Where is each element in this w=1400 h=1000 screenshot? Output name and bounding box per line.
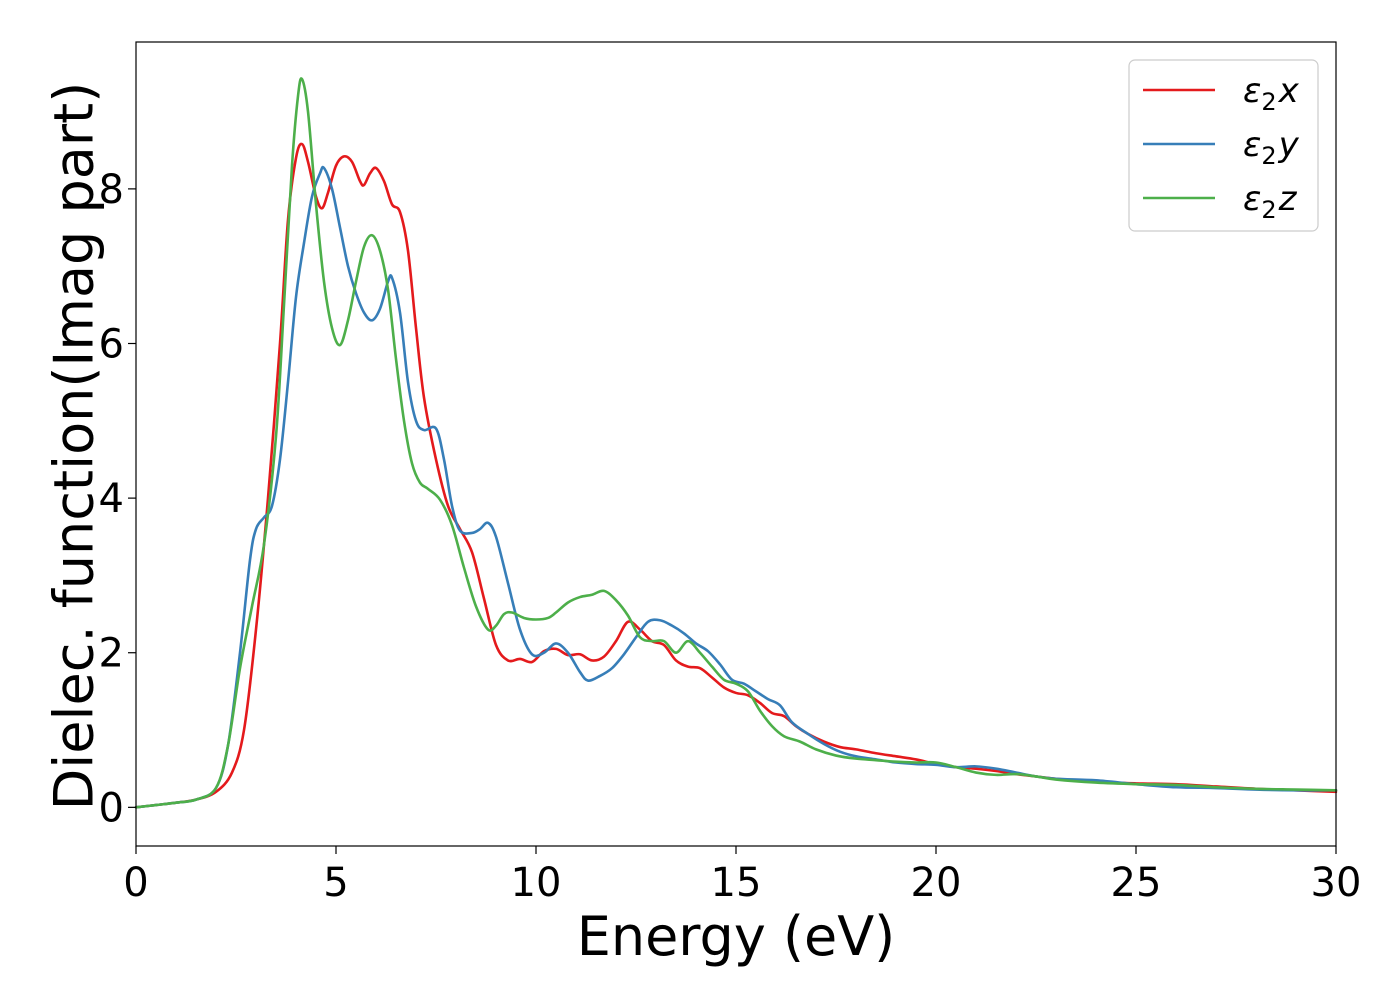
legend-label-main: ε bbox=[1243, 71, 1261, 111]
legend-label-subscript: 2 bbox=[1261, 196, 1276, 224]
x-tick-label: 15 bbox=[711, 860, 762, 906]
y-axis-title: Dielec. function(Imag part) bbox=[43, 82, 106, 811]
series-line-x bbox=[134, 142, 1338, 809]
legend-label-z: ε2z bbox=[1243, 179, 1298, 224]
legend-label-x: ε2x bbox=[1243, 71, 1300, 116]
x-tick-label: 10 bbox=[511, 860, 562, 906]
legend-frame bbox=[1128, 59, 1319, 232]
x-tick-label: 20 bbox=[911, 860, 962, 906]
legend-label-subscript: 2 bbox=[1261, 88, 1276, 116]
legend-label-suffix: y bbox=[1278, 125, 1300, 165]
series-line-z bbox=[134, 77, 1338, 809]
legend-label-suffix: z bbox=[1278, 179, 1298, 219]
legend-label-y: ε2y bbox=[1243, 125, 1300, 170]
y-tick-label: 6 bbox=[99, 322, 124, 368]
y-tick-label: 8 bbox=[99, 167, 124, 213]
y-tick-label: 0 bbox=[99, 785, 124, 831]
y-axis-ticks: 0 2 4 6 8 bbox=[99, 167, 136, 831]
x-tick-label: 25 bbox=[1111, 860, 1162, 906]
legend-label-suffix: x bbox=[1278, 71, 1300, 111]
x-tick-label: 5 bbox=[323, 860, 348, 906]
x-tick-label: 30 bbox=[1311, 860, 1362, 906]
y-tick-label: 4 bbox=[99, 476, 124, 522]
legend-label-subscript: 2 bbox=[1261, 142, 1276, 170]
y-tick-label: 2 bbox=[99, 631, 124, 677]
legend-label-main: ε bbox=[1243, 125, 1261, 165]
x-axis-title: Energy (eV) bbox=[577, 905, 896, 968]
x-axis-ticks: 0 5 10 15 20 25 30 bbox=[123, 846, 1361, 906]
x-tick-label: 0 bbox=[123, 860, 148, 906]
series-line-y bbox=[134, 165, 1338, 809]
legend-label-main: ε bbox=[1243, 179, 1261, 219]
series-layer bbox=[134, 77, 1338, 809]
